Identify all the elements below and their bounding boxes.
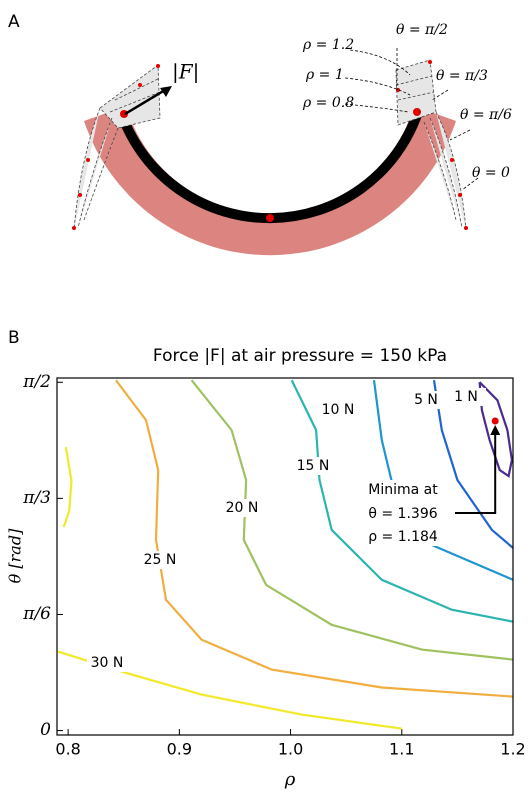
rho-label: ρ = 0.8 <box>302 95 354 111</box>
label-bg <box>446 388 486 406</box>
rho-label: ρ = 1 <box>305 67 344 83</box>
arrow-head <box>160 86 172 97</box>
annotation: Minima at <box>368 482 438 498</box>
theta-label: θ = π/2 <box>396 22 448 38</box>
contour-line <box>290 379 514 623</box>
panel-label: A <box>8 12 20 32</box>
theta-label: θ = 0 <box>472 165 510 181</box>
y-tick-label: π/3 <box>22 488 51 508</box>
contour-label: 5 N <box>414 392 438 408</box>
annotation: ρ = 1.184 <box>368 529 438 545</box>
contour-label: 20 N <box>226 500 259 516</box>
theta-label: θ = π/3 <box>436 68 488 84</box>
contour-label: 1 N <box>454 389 478 405</box>
minimum-point <box>491 417 499 425</box>
y-tick-label: π/2 <box>22 372 51 392</box>
label-bg <box>406 391 446 409</box>
annotation-arrow <box>455 431 497 514</box>
x-axis-label: ρ <box>284 769 296 790</box>
annotation: θ = 1.396 <box>368 506 437 522</box>
force-label: |F| <box>172 60 199 85</box>
contour-label: 25 N <box>144 552 177 568</box>
x-tick-label: 0.9 <box>167 740 192 759</box>
label-bg <box>140 551 180 569</box>
actuator-body <box>84 106 456 256</box>
contour-label: 10 N <box>322 402 355 418</box>
arrow-head <box>490 425 501 436</box>
contour-line <box>432 380 514 549</box>
x-tick-label: 1.1 <box>389 740 414 759</box>
leader-lines <box>344 48 479 191</box>
contour-line <box>190 379 514 661</box>
panel-label: B <box>8 328 20 348</box>
theta-label: θ = π/6 <box>460 107 512 123</box>
x-tick-label: 1.2 <box>500 740 525 759</box>
x-tick-label: 1.0 <box>278 740 303 759</box>
chart-title: Force |F| at air pressure = 150 kPa <box>153 346 447 366</box>
label-bg <box>222 499 262 517</box>
contour-label: 30 N <box>91 655 124 671</box>
label-bg <box>293 457 333 475</box>
annotation-bg <box>352 480 455 546</box>
grid-patch <box>73 59 467 231</box>
contour-line <box>115 379 514 698</box>
y-tick-label: 0 <box>40 720 51 740</box>
actuator-diagram <box>72 48 479 256</box>
plot-frame <box>56 377 514 736</box>
y-axis-label: θ [rad] <box>6 528 25 583</box>
contour-label: 15 N <box>297 458 330 474</box>
contour-line <box>478 381 514 478</box>
node-dots <box>72 60 468 230</box>
contour-line <box>57 447 402 730</box>
x-tick-label: 0.8 <box>55 740 80 759</box>
label-bg <box>318 401 358 419</box>
rho-label: ρ = 1.2 <box>302 37 354 53</box>
y-tick-label: π/6 <box>22 604 51 624</box>
label-bg <box>87 654 127 672</box>
force-arrow <box>124 88 166 116</box>
